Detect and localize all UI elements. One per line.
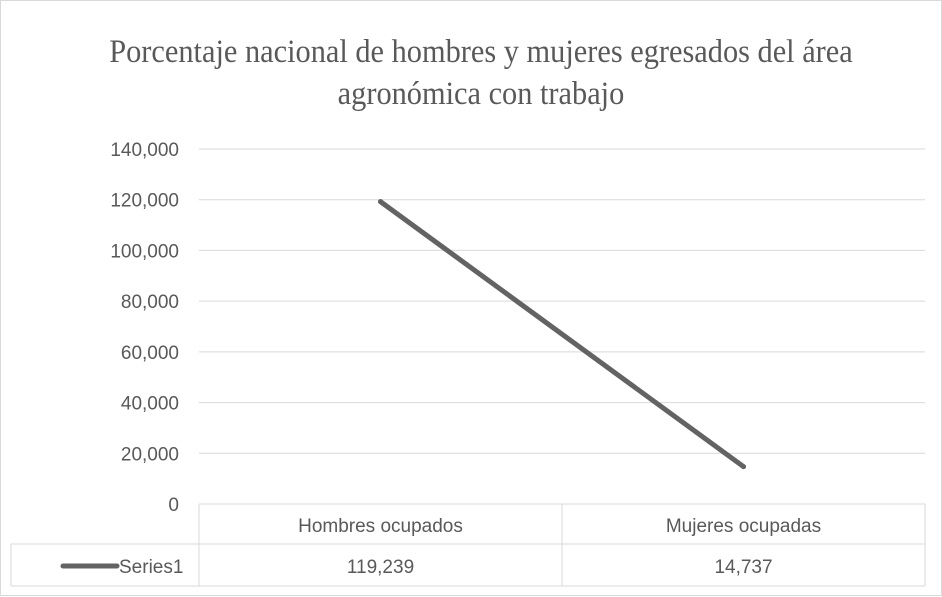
category-label: Hombres ocupados — [298, 516, 463, 537]
y-tick-label: 120,000 — [110, 191, 179, 212]
data-point — [378, 199, 383, 205]
y-tick-label: 60,000 — [121, 343, 179, 364]
chart-title: Porcentaje nacional de hombres y mujeres… — [109, 34, 853, 112]
data-table-value: 119,239 — [347, 557, 414, 578]
series-line-series1 — [378, 199, 746, 470]
y-tick-label: 20,000 — [121, 444, 179, 465]
y-tick-label: 80,000 — [121, 292, 179, 313]
y-tick-label: 140,000 — [110, 140, 179, 161]
y-tick-label: 0 — [168, 495, 179, 516]
category-label: Mujeres ocupadas — [666, 516, 821, 537]
y-tick-label: 40,000 — [121, 394, 179, 415]
data-table-value: 14,737 — [714, 557, 772, 578]
series-name: Series1 — [119, 557, 183, 578]
data-point — [741, 464, 746, 470]
y-tick-label: 100,000 — [110, 241, 179, 262]
